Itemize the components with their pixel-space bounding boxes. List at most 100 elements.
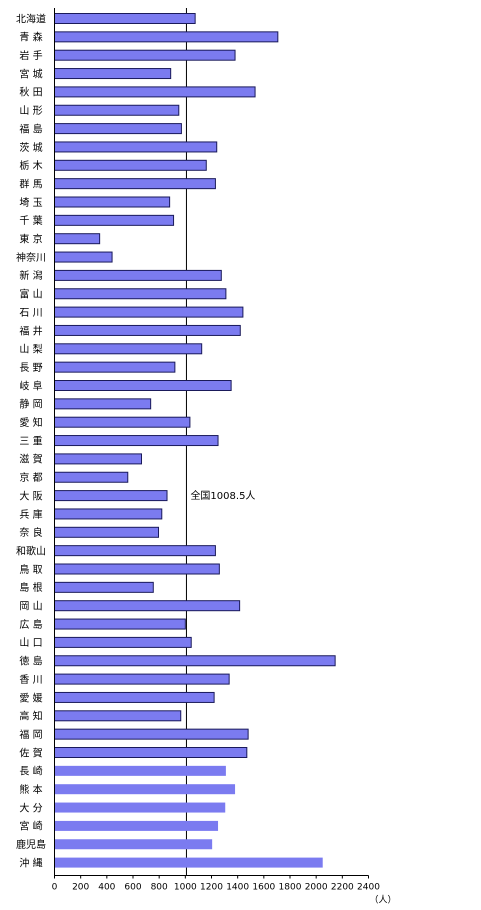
x-tick-label-7: 1400 <box>226 883 249 893</box>
category-label-22: 静 岡 <box>19 398 42 411</box>
category-label-8: 茨 城 <box>19 141 42 154</box>
bar-37 <box>54 673 230 685</box>
bar-27 <box>54 490 168 502</box>
bar-34 <box>54 618 186 630</box>
bar-23 <box>54 416 191 428</box>
category-label-7: 福 島 <box>19 122 42 135</box>
bar-7 <box>54 123 182 135</box>
bar-13 <box>54 233 101 245</box>
bar-45 <box>54 820 219 831</box>
bar-20 <box>54 361 176 373</box>
x-tick-label-8: 1600 <box>252 883 275 893</box>
bar-11 <box>54 196 171 208</box>
bar-38 <box>54 691 215 703</box>
x-tick-label-5: 1000 <box>174 883 197 893</box>
bar-26 <box>54 471 129 483</box>
category-label-11: 埼 玉 <box>19 196 42 209</box>
bar-40 <box>54 728 249 740</box>
bar-1 <box>54 13 196 24</box>
bar-14 <box>54 251 113 263</box>
bar-43 <box>54 784 236 795</box>
bar-31 <box>54 563 220 575</box>
bar-32 <box>54 581 154 593</box>
bar-21 <box>54 380 232 391</box>
category-label-36: 徳 島 <box>19 655 42 668</box>
x-tick-label-6: 1200 <box>200 883 223 893</box>
category-label-3: 岩 手 <box>19 49 42 62</box>
bar-8 <box>54 141 218 153</box>
bar-18 <box>54 324 241 336</box>
bar-10 <box>54 178 216 190</box>
bar-9 <box>54 159 207 171</box>
category-label-13: 東 京 <box>19 233 42 246</box>
category-label-34: 広 島 <box>19 618 42 631</box>
category-label-4: 宮 城 <box>19 67 42 80</box>
category-label-33: 岡 山 <box>19 601 42 613</box>
category-label-40: 福 岡 <box>19 728 42 741</box>
bar-25 <box>54 453 142 465</box>
category-label-43: 熊 本 <box>19 783 42 796</box>
bar-22 <box>54 398 152 410</box>
category-label-12: 千 葉 <box>19 214 42 227</box>
bars-group <box>54 13 336 868</box>
category-label-47: 沖 縄 <box>19 856 42 869</box>
x-axis-unit-label: （人） <box>369 895 396 906</box>
category-label-20: 長 野 <box>19 362 42 374</box>
category-label-42: 長 崎 <box>19 765 42 778</box>
bar-33 <box>54 600 241 612</box>
x-tick-label-10: 2000 <box>305 883 328 893</box>
bar-3 <box>54 49 236 61</box>
x-tick-label-3: 600 <box>124 883 141 893</box>
category-label-9: 栃 木 <box>19 159 42 172</box>
category-label-6: 山 形 <box>19 105 42 117</box>
category-label-31: 鳥 取 <box>19 563 42 576</box>
category-label-24: 三 重 <box>19 434 42 447</box>
bar-42 <box>54 765 226 776</box>
category-label-35: 山 口 <box>19 637 42 649</box>
x-tick-label-2: 400 <box>98 883 115 893</box>
category-label-25: 滋 賀 <box>19 453 42 466</box>
bar-5 <box>54 86 256 98</box>
bar-4 <box>54 68 172 80</box>
category-label-26: 京 都 <box>19 471 42 484</box>
x-tick-label-9: 1800 <box>279 883 302 893</box>
category-label-14: 神奈川 <box>16 251 46 264</box>
category-label-28: 兵 庫 <box>19 508 42 521</box>
category-label-46: 鹿児島 <box>16 838 46 851</box>
category-label-32: 島 根 <box>19 581 42 594</box>
bar-12 <box>54 214 175 226</box>
category-label-1: 北海道 <box>16 12 46 25</box>
category-label-18: 福 井 <box>19 324 42 337</box>
x-tick-label-0: 0 <box>52 883 58 893</box>
category-label-45: 宮 崎 <box>19 820 42 833</box>
category-label-30: 和歌山 <box>16 544 46 557</box>
category-label-15: 新 潟 <box>19 269 42 282</box>
bar-17 <box>54 306 244 318</box>
category-label-5: 秋 田 <box>19 86 42 99</box>
bar-46 <box>54 839 213 850</box>
bar-28 <box>54 508 163 520</box>
bar-30 <box>54 545 216 557</box>
bar-24 <box>54 435 219 447</box>
category-label-27: 大 阪 <box>19 489 42 502</box>
category-label-17: 石 川 <box>19 308 42 319</box>
bar-16 <box>54 288 227 300</box>
category-label-16: 富 山 <box>19 288 42 301</box>
bar-29 <box>54 526 160 538</box>
bar-35 <box>54 636 192 648</box>
x-tick-label-4: 800 <box>151 883 168 893</box>
bar-36 <box>54 655 336 667</box>
bar-2 <box>54 31 279 43</box>
bar-19 <box>54 343 203 355</box>
national-average-label: 全国1008.5人 <box>190 489 255 502</box>
bar-6 <box>54 104 180 116</box>
bar-41 <box>54 747 248 758</box>
category-label-29: 奈 良 <box>19 526 42 539</box>
bar-15 <box>54 269 222 281</box>
category-label-44: 大 分 <box>19 801 42 814</box>
category-label-37: 香 川 <box>19 674 42 686</box>
x-axis: 0 200 400 600 800 1000 1200 1400 1600 1800 2000 220… <box>52 8 397 906</box>
category-label-19: 山 梨 <box>19 343 42 356</box>
bar-47 <box>54 857 323 868</box>
